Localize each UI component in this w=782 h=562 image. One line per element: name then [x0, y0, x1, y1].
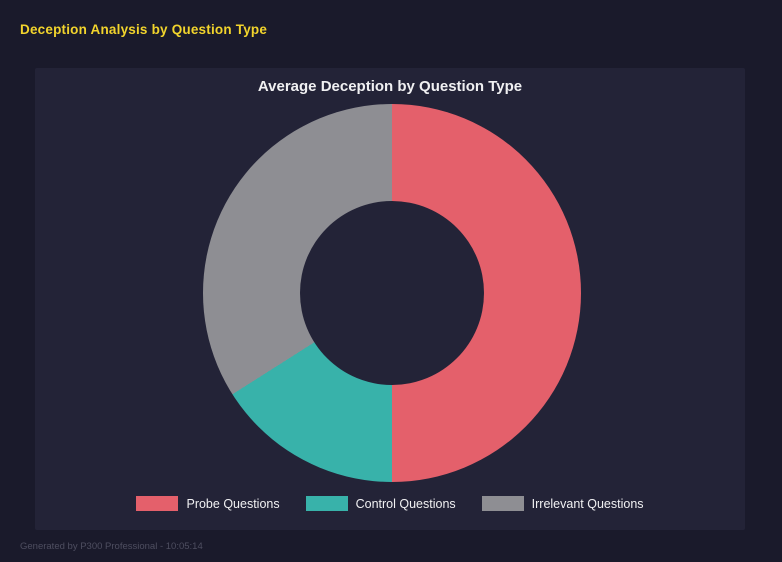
chart-panel: Average Deception by Question Type Probe… [35, 68, 745, 530]
legend-swatch [481, 496, 524, 511]
donut-hole [300, 201, 484, 385]
legend-item: Control Questions [305, 496, 456, 511]
chart-legend: Probe Questions Control Questions Irreleva… [35, 496, 745, 511]
legend-label: Irrelevant Questions [531, 496, 644, 511]
legend-item: Irrelevant Questions [481, 496, 644, 511]
legend-swatch [136, 496, 179, 511]
legend-label: Control Questions [355, 496, 456, 511]
legend-item: Probe Questions [136, 496, 280, 511]
legend-label: Probe Questions [186, 496, 280, 511]
chart-title: Average Deception by Question Type [257, 78, 523, 95]
legend-swatch [305, 496, 348, 511]
page-title: Deception Analysis by Question Type [20, 22, 268, 37]
footer-note: Generated by P300 Professional - 10:05:1… [20, 541, 203, 552]
donut-chart [203, 104, 581, 482]
